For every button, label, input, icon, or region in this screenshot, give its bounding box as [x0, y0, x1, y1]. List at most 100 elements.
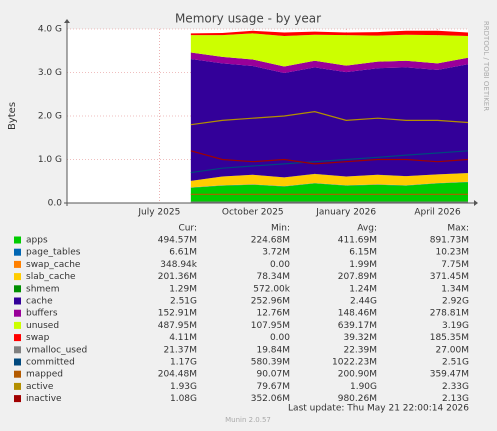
- legend-label: shmem: [26, 284, 59, 294]
- legend-label: page_tables: [26, 248, 81, 258]
- legend-stat: 1.17G: [170, 358, 197, 368]
- legend-stat: 352.06M: [251, 394, 290, 404]
- legend-label: buffers: [26, 309, 58, 319]
- generator: Munin 2.0.57: [225, 416, 271, 424]
- legend-stat: 39.32M: [343, 333, 377, 343]
- legend-stat: 148.46M: [338, 309, 377, 319]
- legend-stat: 359.47M: [430, 370, 469, 380]
- legend-swatch: [14, 236, 21, 244]
- legend-stat: 19.84M: [256, 345, 290, 355]
- legend-stat: 1.29M: [169, 284, 197, 294]
- legend-swatch: [14, 285, 21, 293]
- legend-swatch: [14, 395, 21, 403]
- legend-stat: 185.35M: [430, 333, 469, 343]
- legend-label: inactive: [26, 394, 62, 404]
- chart-title: Memory usage - by year: [175, 12, 321, 26]
- legend-stat: 4.11M: [169, 333, 197, 343]
- legend-stat: 639.17M: [338, 321, 377, 331]
- axis-arrow: [64, 19, 70, 23]
- legend-stat: 2.44G: [350, 297, 377, 307]
- legend-stat: 494.57M: [158, 236, 197, 246]
- legend-stat: 2.51G: [442, 358, 469, 368]
- legend-stat: 2.51G: [170, 297, 197, 307]
- legend-stat: 12.76M: [256, 309, 290, 319]
- legend-label: vmalloc_used: [26, 345, 87, 355]
- legend-label: active: [26, 382, 54, 392]
- legend-stat: 79.67M: [256, 382, 290, 392]
- legend-swatch: [14, 321, 21, 329]
- legend-stat: 348.94k: [160, 260, 197, 270]
- y-tick-label: 1.0 G: [38, 155, 62, 165]
- legend-stat: 3.19G: [442, 321, 469, 331]
- legend-stat: 1.93G: [170, 382, 197, 392]
- legend-stat: 1.90G: [350, 382, 377, 392]
- legend-stat: 6.15M: [349, 248, 377, 258]
- y-tick-label: 0.0: [48, 199, 63, 209]
- legend-stat: 107.95M: [251, 321, 290, 331]
- legend-stat: 1.24M: [349, 284, 377, 294]
- area: [190, 181, 469, 188]
- legend-swatch: [14, 346, 21, 354]
- line: [190, 150, 469, 165]
- last-update: Last update: Thu May 21 22:00:14 2026: [288, 404, 469, 414]
- legend-stat: 6.61M: [169, 248, 197, 258]
- x-tick-label: October 2025: [222, 208, 284, 218]
- legend-stat: 580.39M: [251, 358, 290, 368]
- legend-stat: 90.07M: [256, 370, 290, 380]
- legend-swatch: [14, 370, 21, 378]
- legend-label: apps: [26, 236, 48, 246]
- legend-stat: 200.90M: [338, 370, 377, 380]
- legend-stat: 411.69M: [338, 236, 377, 246]
- legend-stat: 21.37M: [163, 345, 197, 355]
- legend-stat: 7.75M: [441, 260, 469, 270]
- legend-stat: 980.26M: [338, 394, 377, 404]
- legend-stat: 204.48M: [158, 370, 197, 380]
- legend-stat: 371.45M: [430, 272, 469, 282]
- x-tick-label: April 2026: [414, 208, 461, 218]
- side-note: RRDTOOL / TOBI OETIKER: [482, 21, 490, 111]
- x-tick-label: January 2026: [315, 208, 376, 218]
- legend-swatch: [14, 334, 21, 342]
- legend-label: slab_cache: [26, 272, 76, 282]
- legend-stat: 0.00: [270, 333, 290, 343]
- area: [190, 182, 469, 203]
- legend-swatch: [14, 309, 21, 317]
- legend-stat: 3.72M: [262, 248, 290, 258]
- area: [190, 173, 469, 188]
- y-tick-label: 3.0 G: [38, 68, 62, 78]
- legend-stat: 78.34M: [256, 272, 290, 282]
- x-tick-label: July 2025: [137, 208, 180, 218]
- legend-label: swap: [26, 333, 50, 343]
- y-axis-label: Bytes: [7, 102, 18, 130]
- axis-arrow: [474, 200, 478, 206]
- legend-stat: 201.36M: [158, 272, 197, 282]
- area: [190, 59, 469, 181]
- legend-stat: 0.00: [270, 260, 290, 270]
- area: [190, 30, 469, 37]
- area: [190, 181, 469, 188]
- legend-label: mapped: [26, 370, 63, 380]
- legend-stat: 252.96M: [251, 297, 290, 307]
- legend-stat: 1.99M: [349, 260, 377, 270]
- area: [190, 52, 469, 73]
- legend-swatch: [14, 382, 21, 390]
- legend-stat: 224.68M: [251, 236, 290, 246]
- legend-swatch: [14, 248, 21, 256]
- legend-swatch: [14, 297, 21, 305]
- legend-header: Min:: [271, 224, 290, 234]
- y-tick-label: 4.0 G: [38, 25, 62, 35]
- legend-header: Max:: [447, 224, 469, 234]
- y-tick-label: 2.0 G: [38, 112, 62, 122]
- legend-stat: 207.89M: [338, 272, 377, 282]
- area: [190, 33, 469, 67]
- legend-stat: 487.95M: [158, 321, 197, 331]
- legend-label: cache: [26, 297, 53, 307]
- legend-stat: 2.92G: [442, 297, 469, 307]
- legend-stat: 891.73M: [430, 236, 469, 246]
- legend-stat: 27.00M: [435, 345, 469, 355]
- legend-stat: 22.39M: [343, 345, 377, 355]
- legend-stat: 2.13G: [442, 394, 469, 404]
- legend-header: Avg:: [357, 224, 377, 234]
- legend-swatch: [14, 358, 21, 366]
